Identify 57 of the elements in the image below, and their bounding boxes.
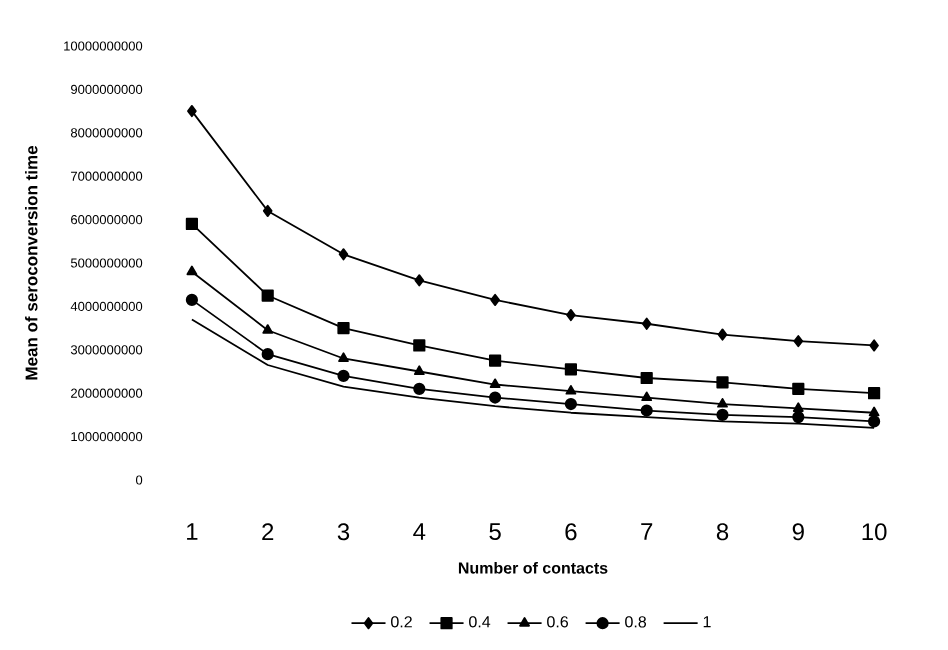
point (641, 317, 652, 330)
point (792, 410, 805, 424)
legend-label: 0.4 (469, 616, 491, 628)
y-axis-title: Mean of seroconversion time (25, 145, 38, 380)
point (414, 274, 425, 287)
x-tick-label: 7 (641, 523, 653, 540)
point (261, 348, 274, 361)
point (868, 406, 880, 417)
x-tick-label: 6 (565, 523, 577, 541)
point (640, 371, 653, 385)
point (792, 382, 805, 395)
x-tick-label: 3 (337, 523, 350, 541)
point (868, 387, 881, 400)
point (413, 365, 425, 375)
legend-label: 0.2 (391, 616, 412, 628)
point (337, 369, 350, 382)
point (261, 289, 274, 302)
point (565, 384, 577, 395)
point (564, 363, 577, 376)
x-tick-label: 5 (489, 523, 501, 541)
x-tick-label: 9 (792, 523, 804, 541)
point (413, 382, 426, 395)
legend-label: 0.8 (625, 616, 647, 628)
x-tick-label: 8 (716, 523, 729, 541)
point (869, 339, 879, 352)
x-axis-title: Number of contacts (458, 561, 608, 574)
point (186, 265, 198, 276)
point (185, 293, 198, 306)
point (564, 397, 577, 411)
point (262, 204, 273, 218)
point (337, 322, 350, 335)
point (792, 402, 804, 412)
point (868, 415, 881, 428)
x-tick-label: 4 (413, 523, 426, 540)
point (717, 397, 728, 408)
point (641, 391, 653, 402)
point (338, 248, 349, 261)
point (490, 293, 500, 306)
point (185, 217, 198, 231)
legend-label: 1 (703, 616, 711, 628)
point (489, 378, 501, 389)
point (489, 391, 502, 404)
x-tick-label: 2 (262, 523, 274, 541)
point (262, 324, 274, 334)
x-tick-label: 1 (187, 523, 198, 540)
point (413, 339, 426, 352)
point (716, 376, 729, 389)
point (640, 404, 653, 417)
point (717, 328, 728, 341)
point (338, 352, 349, 362)
point (793, 335, 804, 348)
x-tick-label: 10 (862, 523, 887, 541)
legend-label: 0.6 (547, 616, 568, 628)
point (716, 408, 729, 421)
point (566, 308, 576, 322)
point (489, 354, 502, 367)
point (187, 105, 197, 118)
